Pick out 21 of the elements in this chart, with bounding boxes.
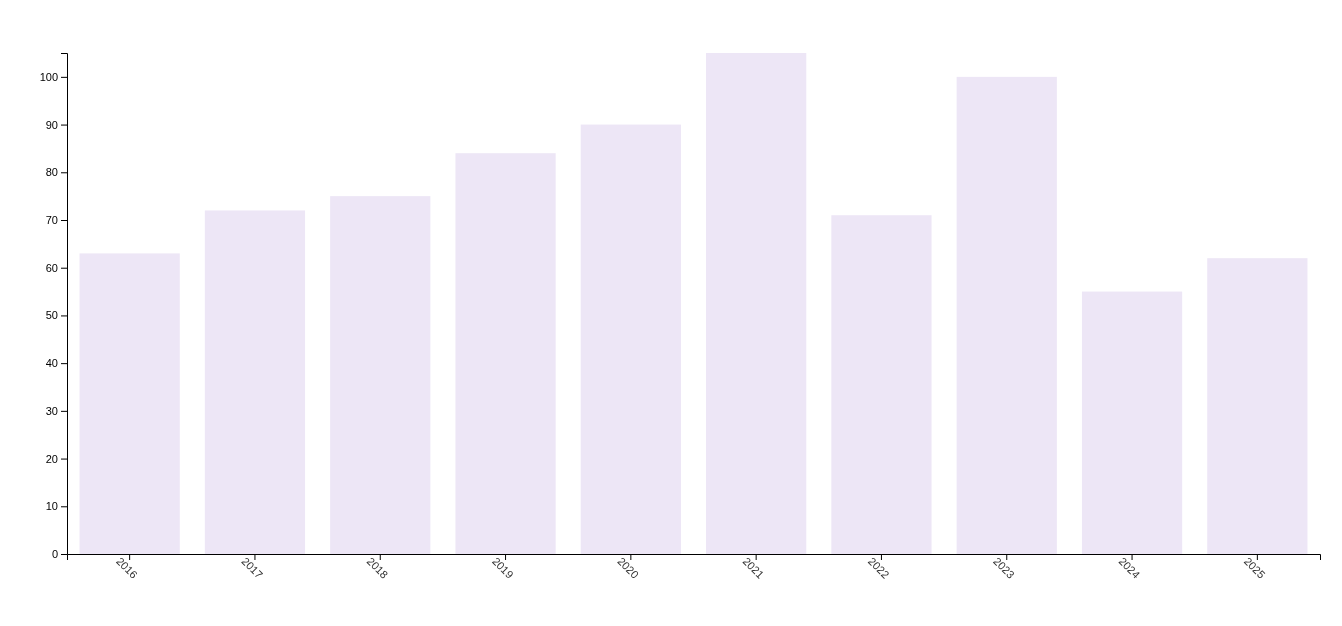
y-tick-label: 80 <box>45 166 58 179</box>
y-tick-label: 70 <box>45 214 58 227</box>
y-tick-label: 100 <box>39 70 58 83</box>
y-tick-label: 40 <box>45 357 58 370</box>
y-tick-label: 0 <box>51 548 58 561</box>
bar <box>706 53 807 554</box>
bar <box>455 153 556 554</box>
y-tick-label: 10 <box>45 500 58 513</box>
bar <box>1081 291 1183 554</box>
bar <box>956 76 1057 554</box>
y-tick-label: 50 <box>45 309 58 322</box>
y-tick-label: 60 <box>45 261 58 274</box>
bar <box>1207 258 1308 554</box>
y-tick-label: 90 <box>45 118 58 131</box>
y-tick-label: 30 <box>45 404 58 417</box>
bar <box>79 253 180 554</box>
bar <box>831 215 932 554</box>
y-tick-label: 20 <box>45 452 58 465</box>
bar <box>204 210 306 554</box>
bar <box>330 196 431 554</box>
bar <box>580 124 681 554</box>
